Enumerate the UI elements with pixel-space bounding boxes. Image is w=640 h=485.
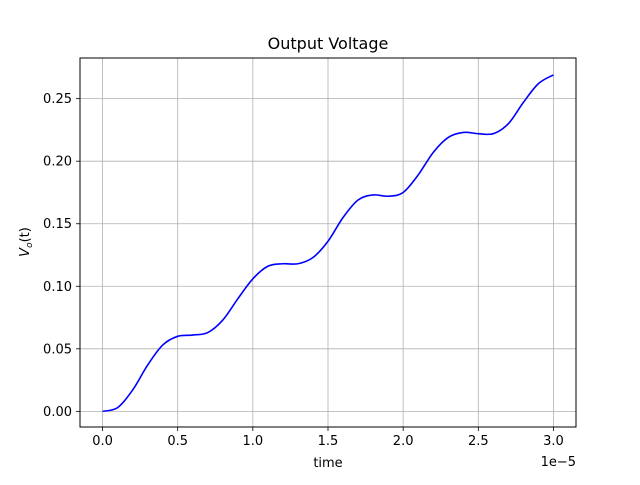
x-tick-label: 2.5 (468, 434, 489, 449)
y-axis-label-main: V (18, 247, 33, 257)
y-tick-label: 0.05 (43, 342, 72, 357)
y-tick-label: 0.10 (43, 280, 72, 295)
x-tick-label: 1.0 (243, 434, 264, 449)
grid (80, 58, 576, 427)
ticks: 0.0 0.5 1.0 1.5 2.0 2.5 3.0 0.00 0.05 0.10 0.15 0.2… (43, 92, 564, 449)
x-tick-label: 1.5 (318, 434, 339, 449)
x-tick-label: 0.5 (167, 434, 188, 449)
x-axis-offset-label: 1e−5 (541, 455, 576, 470)
y-axis-label-subscript: o (25, 242, 35, 248)
y-axis-label: Vo(t) (18, 227, 35, 257)
x-tick-label: 3.0 (543, 434, 564, 449)
y-tick-label: 0.25 (43, 92, 72, 107)
series-line (102, 74, 554, 413)
chart-title: Output Voltage (268, 34, 389, 53)
x-tick-label: 0.0 (92, 434, 113, 449)
y-tick-label: 0.00 (43, 405, 72, 420)
x-tick-label: 2.0 (393, 434, 414, 449)
y-tick-label: 0.15 (43, 217, 72, 232)
x-axis-label: time (313, 456, 342, 471)
y-axis-label-tail: (t) (18, 227, 33, 242)
series-layer (102, 74, 554, 413)
y-tick-label: 0.20 (43, 155, 72, 170)
